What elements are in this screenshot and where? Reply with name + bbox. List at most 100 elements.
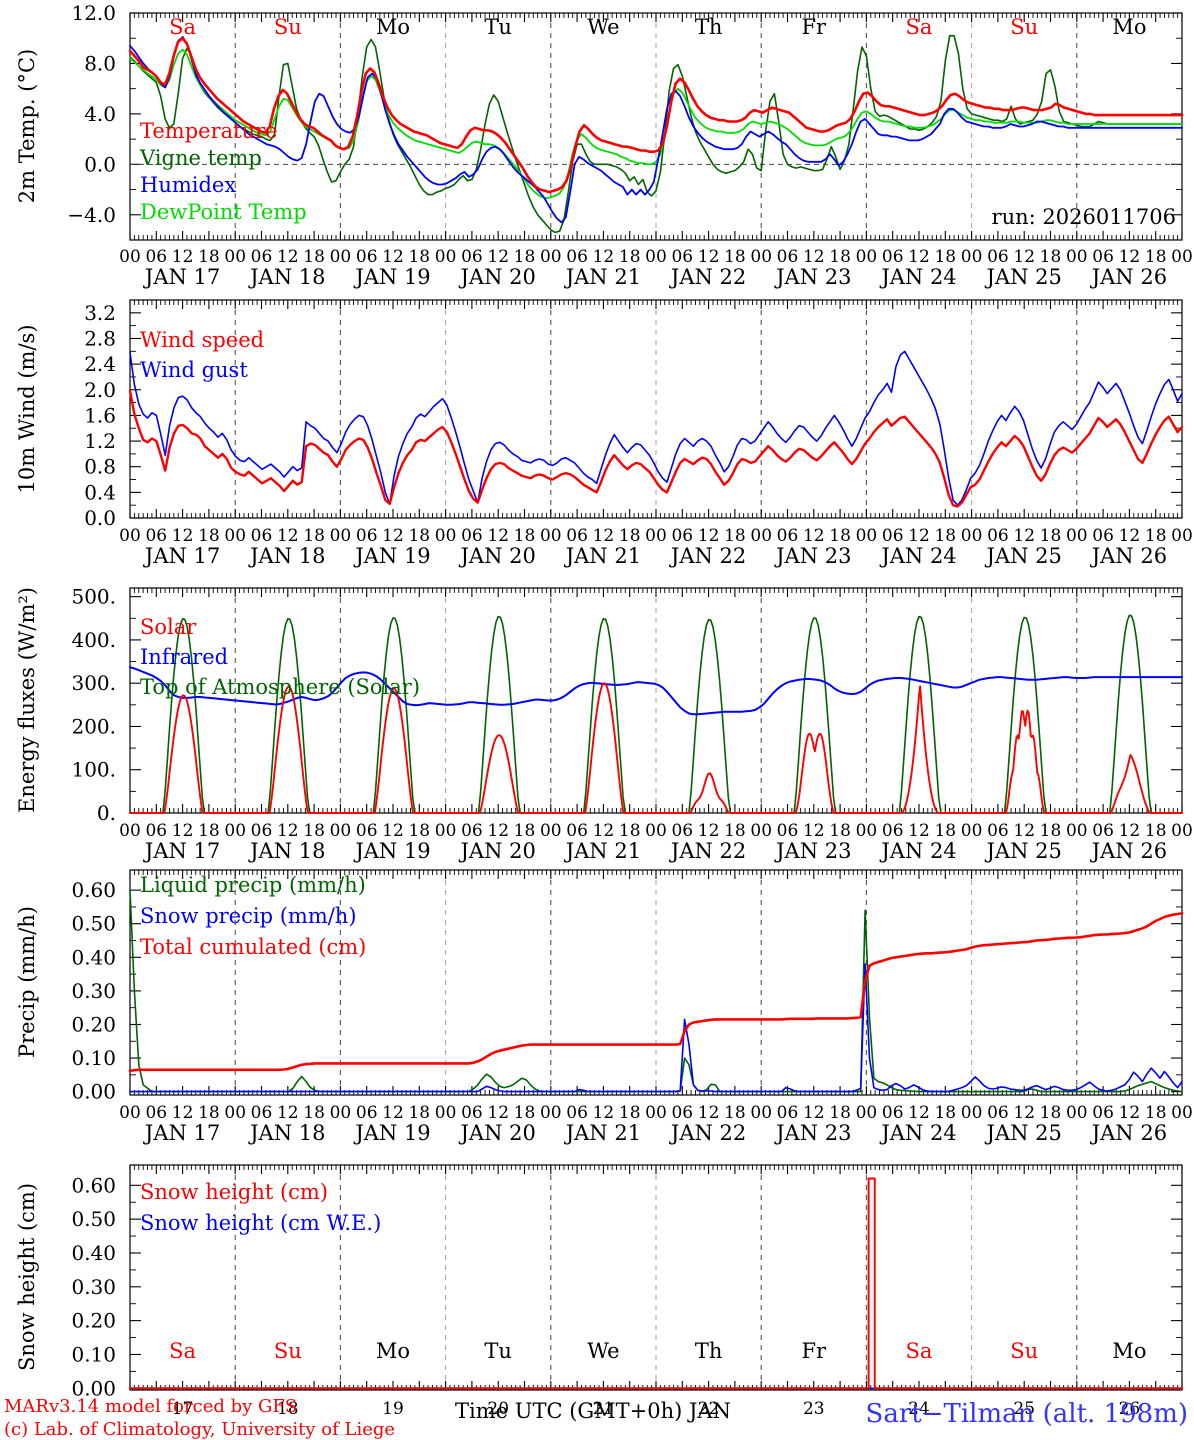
x-hour-label: 06	[671, 1103, 693, 1123]
x-hour-label: 12	[382, 247, 404, 267]
x-hour-label: 12	[1013, 1103, 1035, 1123]
x-date-label: JAN 26	[1090, 1121, 1167, 1145]
x-hour-label: 12	[1119, 1103, 1141, 1123]
y-tick-label: −4.0	[67, 203, 116, 227]
series-snow-precip-mm-h	[129, 963, 1183, 1093]
x-hour-label: 06	[461, 1103, 483, 1123]
x-hour-label: 18	[1145, 526, 1167, 546]
x-hour-label: 00	[961, 247, 983, 267]
x-hour-label: 06	[671, 247, 693, 267]
x-date-label: JAN 26	[1090, 544, 1167, 568]
x-hour-label: 18	[408, 821, 430, 841]
y-tick-label: 0.60	[71, 1173, 116, 1197]
x-date-label: JAN 26	[1090, 265, 1167, 289]
day-name-label: Sa	[906, 15, 933, 39]
x-hour-label: 12	[487, 821, 509, 841]
legend-item: Snow precip (mm/h)	[140, 904, 357, 928]
x-hour-label: 12	[803, 821, 825, 841]
y-tick-label: 0.50	[71, 1207, 116, 1231]
x-hour-label: 06	[882, 526, 904, 546]
x-hour-label: 00	[330, 526, 352, 546]
x-hour-label: 12	[382, 1103, 404, 1123]
legend-item: DewPoint Temp	[140, 200, 307, 224]
series-infrared	[129, 666, 1183, 716]
x-date-label: JAN 23	[774, 265, 851, 289]
x-hour-label: 00	[435, 1103, 457, 1123]
x-hour-label: 18	[1145, 247, 1167, 267]
y-tick-label: 1.2	[84, 429, 116, 453]
x-hour-label: 00	[750, 247, 772, 267]
x-hour-label: 06	[356, 526, 378, 546]
x-hour-label: 06	[777, 1103, 799, 1123]
y-tick-label: 0.30	[71, 1275, 116, 1299]
y-tick-label: 200.	[71, 714, 116, 738]
x-date-label: JAN 17	[143, 1121, 220, 1145]
x-hour-label: 00	[1171, 247, 1193, 267]
x-hour-label: 12	[908, 526, 930, 546]
x-hour-label: 18	[829, 526, 851, 546]
x-hour-label: 06	[777, 821, 799, 841]
y-tick-label: 0.60	[71, 878, 116, 902]
x-hour-label: 00	[645, 247, 667, 267]
legend-item: Wind gust	[140, 358, 248, 382]
x-hour-label: 00	[119, 247, 141, 267]
x-hour-label: 12	[698, 526, 720, 546]
x-hour-label: 00	[330, 821, 352, 841]
x-date-label: JAN 23	[774, 544, 851, 568]
x-hour-label: 00	[961, 1103, 983, 1123]
y-axis-title: Energy fluxes (W/m²)	[15, 587, 39, 813]
x-hour-label: 00	[750, 1103, 772, 1123]
y-tick-label: 3.2	[84, 301, 116, 325]
x-hour-label: 00	[750, 526, 772, 546]
x-hour-label: 18	[619, 821, 641, 841]
series-temperature	[128, 36, 1184, 194]
x-hour-label: 06	[461, 526, 483, 546]
x-date-label: JAN 23	[774, 1121, 851, 1145]
x-hour-label: 18	[1040, 1103, 1062, 1123]
footer-station-name: Sart−Tilman (alt. 198m)	[866, 1399, 1188, 1429]
y-tick-label: 0.30	[71, 979, 116, 1003]
y-tick-label: 1.6	[84, 403, 116, 427]
x-hour-label: 18	[934, 526, 956, 546]
x-hour-label: 00	[1066, 526, 1088, 546]
x-date-label: JAN 21	[564, 839, 641, 863]
x-hour-label: 06	[671, 821, 693, 841]
x-hour-label: 00	[224, 821, 246, 841]
day-name-label: Sa	[906, 1339, 933, 1363]
x-hour-label: 12	[1013, 526, 1035, 546]
x-hour-label: 06	[251, 526, 273, 546]
x-hour-label: 18	[408, 526, 430, 546]
x-hour-label: 18	[198, 247, 220, 267]
x-hour-label: 00	[750, 821, 772, 841]
x-date-label: JAN 18	[248, 544, 325, 568]
x-hour-label: 12	[593, 526, 615, 546]
x-hour-label: 18	[1145, 821, 1167, 841]
day-name-label: Su	[1010, 1339, 1038, 1363]
x-hour-label: 18	[514, 247, 536, 267]
x-hour-label: 12	[172, 821, 194, 841]
x-hour-label: 06	[777, 247, 799, 267]
x-hour-label: 12	[593, 1103, 615, 1123]
legend-item: Humidex	[140, 173, 236, 197]
x-hour-label: 12	[172, 247, 194, 267]
x-hour-label: 00	[645, 526, 667, 546]
x-hour-label: 12	[698, 247, 720, 267]
legend-item: Wind speed	[140, 328, 264, 352]
x-hour-label: 06	[251, 1103, 273, 1123]
x-day-number-label: 19	[382, 1399, 404, 1419]
x-date-label: JAN 21	[564, 265, 641, 289]
series-solar	[129, 682, 1183, 814]
x-hour-label: 18	[303, 247, 325, 267]
x-hour-label: 12	[803, 526, 825, 546]
y-tick-label: 0.50	[71, 912, 116, 936]
x-hour-label: 12	[803, 1103, 825, 1123]
day-name-label: Mo	[1112, 1339, 1146, 1363]
y-tick-label: 100.	[71, 758, 116, 782]
x-hour-label: 06	[566, 821, 588, 841]
x-hour-label: 12	[1119, 247, 1141, 267]
x-hour-label: 18	[829, 247, 851, 267]
y-axis-title: 2m Temp. (°C)	[15, 49, 39, 203]
x-date-label: JAN 26	[1090, 839, 1167, 863]
x-date-label: JAN 17	[143, 839, 220, 863]
y-tick-label: 0.20	[71, 1012, 116, 1036]
